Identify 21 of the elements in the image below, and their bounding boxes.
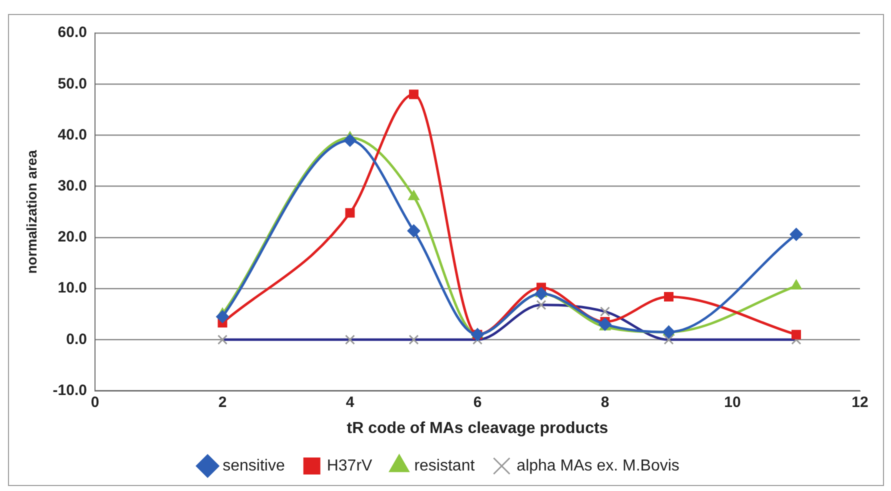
- y-tick-label: -10.0: [52, 382, 87, 399]
- x-tick-label: 2: [218, 394, 227, 411]
- x-tick-label: 0: [90, 394, 100, 411]
- legend-label: H37rV: [326, 457, 373, 474]
- y-tick-label: 0.0: [66, 330, 87, 348]
- y-tick-label: 40.0: [58, 126, 87, 144]
- x-tick-label: 6: [473, 394, 482, 411]
- legend-label: sensitive: [222, 457, 285, 474]
- x-tick-label: 10: [724, 394, 741, 411]
- legend-label: alpha MAs ex. M.Bovis: [516, 457, 680, 474]
- y-tick-label: 30.0: [58, 177, 87, 194]
- x-tick-label: 4: [346, 394, 355, 411]
- y-tick-label: 50.0: [58, 75, 87, 92]
- legend-label: resistant: [414, 457, 476, 474]
- x-tick-label: 8: [600, 394, 610, 411]
- x-axis-title: tR code of MAs cleavage products: [346, 420, 608, 437]
- y-tick-label: 20.0: [58, 228, 87, 246]
- y-tick-label: 10.0: [58, 280, 87, 297]
- y-axis-title: normalization area: [23, 150, 40, 274]
- y-tick-label: 60.0: [58, 24, 87, 42]
- x-tick-label: 12: [852, 394, 868, 411]
